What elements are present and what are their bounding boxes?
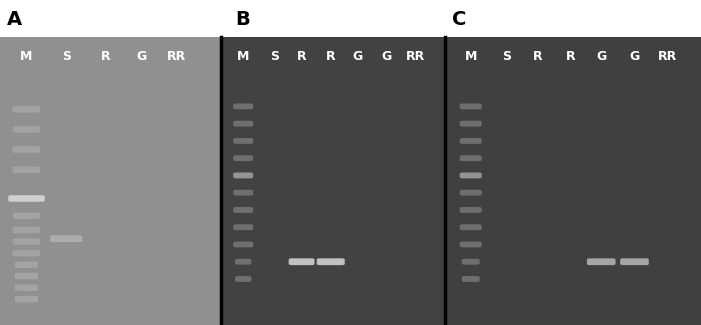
FancyBboxPatch shape bbox=[13, 227, 41, 233]
FancyBboxPatch shape bbox=[462, 259, 479, 265]
Text: A: A bbox=[7, 10, 22, 29]
FancyBboxPatch shape bbox=[15, 296, 38, 302]
Bar bbox=[221, 37, 445, 325]
Text: B: B bbox=[235, 10, 250, 29]
FancyBboxPatch shape bbox=[460, 241, 482, 247]
FancyBboxPatch shape bbox=[462, 276, 479, 282]
FancyBboxPatch shape bbox=[587, 258, 615, 265]
FancyBboxPatch shape bbox=[460, 190, 482, 196]
Text: R: R bbox=[533, 50, 542, 63]
Text: RR: RR bbox=[658, 50, 677, 63]
Text: S: S bbox=[502, 50, 511, 63]
FancyBboxPatch shape bbox=[233, 241, 253, 247]
FancyBboxPatch shape bbox=[233, 155, 253, 161]
Text: R: R bbox=[326, 50, 336, 63]
FancyBboxPatch shape bbox=[460, 103, 482, 109]
FancyBboxPatch shape bbox=[13, 213, 41, 219]
FancyBboxPatch shape bbox=[15, 261, 38, 268]
FancyBboxPatch shape bbox=[460, 207, 482, 213]
FancyBboxPatch shape bbox=[460, 121, 482, 127]
Text: M: M bbox=[20, 50, 33, 63]
FancyBboxPatch shape bbox=[235, 276, 252, 282]
Text: M: M bbox=[237, 50, 250, 63]
FancyBboxPatch shape bbox=[13, 126, 41, 133]
FancyBboxPatch shape bbox=[233, 103, 253, 109]
Text: G: G bbox=[353, 50, 363, 63]
FancyBboxPatch shape bbox=[460, 173, 482, 178]
FancyBboxPatch shape bbox=[13, 106, 41, 112]
FancyBboxPatch shape bbox=[460, 138, 482, 144]
FancyBboxPatch shape bbox=[460, 155, 482, 161]
Text: S: S bbox=[62, 50, 71, 63]
FancyBboxPatch shape bbox=[13, 238, 41, 245]
FancyBboxPatch shape bbox=[13, 250, 41, 256]
Text: S: S bbox=[270, 50, 279, 63]
FancyBboxPatch shape bbox=[460, 224, 482, 230]
FancyBboxPatch shape bbox=[235, 259, 252, 265]
Bar bbox=[0, 0, 701, 37]
Text: RR: RR bbox=[167, 50, 186, 63]
FancyBboxPatch shape bbox=[317, 258, 345, 265]
FancyBboxPatch shape bbox=[8, 195, 45, 202]
Bar bbox=[445, 37, 701, 325]
FancyBboxPatch shape bbox=[50, 235, 82, 242]
Text: R: R bbox=[101, 50, 111, 63]
Text: R: R bbox=[297, 50, 306, 63]
Text: C: C bbox=[452, 10, 467, 29]
FancyBboxPatch shape bbox=[620, 258, 649, 265]
FancyBboxPatch shape bbox=[15, 273, 38, 280]
Text: RR: RR bbox=[407, 50, 426, 63]
FancyBboxPatch shape bbox=[233, 173, 253, 178]
FancyBboxPatch shape bbox=[289, 258, 315, 265]
Text: R: R bbox=[566, 50, 576, 63]
FancyBboxPatch shape bbox=[233, 121, 253, 127]
FancyBboxPatch shape bbox=[13, 166, 41, 173]
FancyBboxPatch shape bbox=[233, 190, 253, 196]
Bar bbox=[0, 37, 221, 325]
FancyBboxPatch shape bbox=[233, 224, 253, 230]
FancyBboxPatch shape bbox=[15, 284, 38, 291]
FancyBboxPatch shape bbox=[13, 146, 41, 153]
Text: M: M bbox=[465, 50, 477, 63]
Text: G: G bbox=[629, 50, 639, 63]
FancyBboxPatch shape bbox=[233, 138, 253, 144]
Text: G: G bbox=[136, 50, 147, 63]
Text: G: G bbox=[381, 50, 392, 63]
FancyBboxPatch shape bbox=[233, 207, 253, 213]
Text: G: G bbox=[596, 50, 606, 63]
